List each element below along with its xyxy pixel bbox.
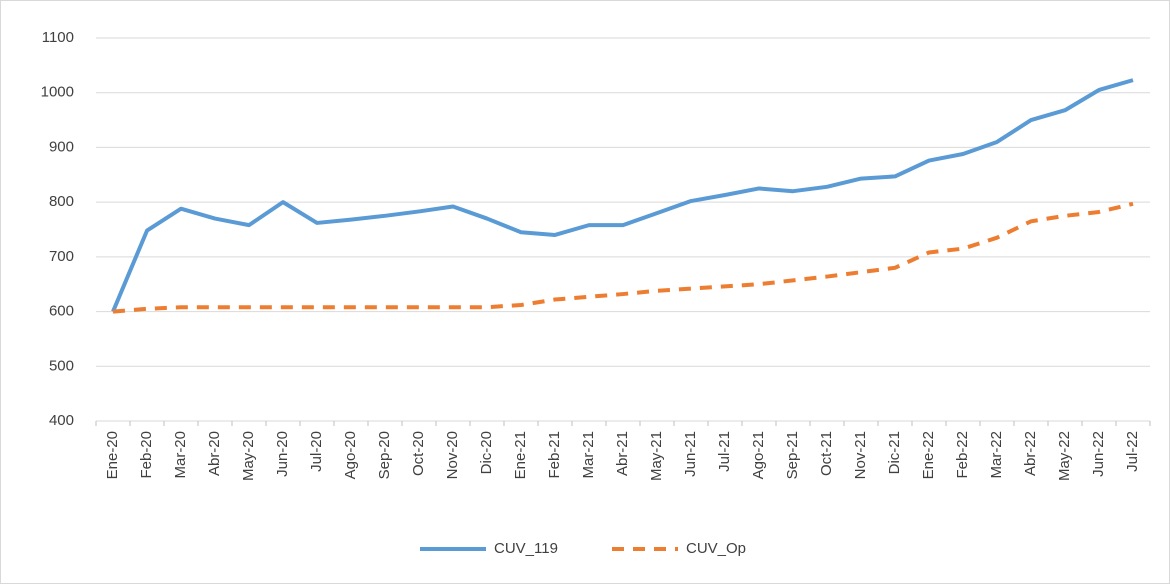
y-tick-label: 1100 <box>42 29 74 46</box>
y-tick-label: 500 <box>49 357 74 374</box>
series-line <box>111 78 1134 313</box>
x-tick-label: May-21 <box>648 431 665 481</box>
x-tick-label: Ene-21 <box>512 431 529 479</box>
y-tick-label: 600 <box>49 303 74 320</box>
x-tick-label: Ene-20 <box>104 431 121 479</box>
x-tick-label: Ago-20 <box>342 431 359 479</box>
x-tick-label: Abr-21 <box>614 431 631 476</box>
x-tick-label: Jul-22 <box>1124 431 1141 472</box>
x-tick-label: May-22 <box>1056 431 1073 481</box>
x-tick-label: Jul-21 <box>716 431 733 472</box>
x-tick-label: Jun-21 <box>682 431 699 477</box>
x-tick-label: Feb-22 <box>954 431 971 479</box>
x-tick-label: Jul-20 <box>308 431 325 472</box>
x-tick-label: Mar-21 <box>580 431 597 479</box>
x-tick-label: Ago-21 <box>750 431 767 479</box>
x-tick-label: Abr-20 <box>206 431 223 476</box>
x-tick-label: Dic-21 <box>886 431 903 474</box>
x-tick-label: Feb-21 <box>546 431 563 479</box>
x-tick-label: Oct-20 <box>410 431 427 476</box>
x-tick-label: Abr-22 <box>1022 431 1039 476</box>
y-tick-label: 800 <box>49 193 74 210</box>
y-tick-label: 700 <box>49 248 74 265</box>
legend-label: CUV_119 <box>494 540 558 557</box>
x-tick-label: Mar-20 <box>172 431 189 479</box>
y-tick-label: 400 <box>49 412 74 429</box>
x-tick-label: Nov-21 <box>852 431 869 479</box>
x-tick-label: Ene-22 <box>920 431 937 479</box>
x-tick-label: Nov-20 <box>444 431 461 479</box>
x-tick-label: Jun-20 <box>274 431 291 477</box>
y-tick-label: 900 <box>49 138 74 155</box>
x-tick-label: May-20 <box>240 431 257 481</box>
x-tick-label: Feb-20 <box>138 431 155 479</box>
legend-label: CUV_Op <box>686 540 746 557</box>
x-tick-label: Dic-20 <box>478 431 495 474</box>
x-tick-label: Jun-22 <box>1090 431 1107 477</box>
x-tick-label: Sep-21 <box>784 431 801 479</box>
x-tick-label: Sep-20 <box>376 431 393 479</box>
x-tick-label: Oct-21 <box>818 431 835 476</box>
y-tick-label: 1000 <box>41 84 74 101</box>
x-tick-label: Mar-22 <box>988 431 1005 479</box>
series-line <box>112 201 1134 314</box>
